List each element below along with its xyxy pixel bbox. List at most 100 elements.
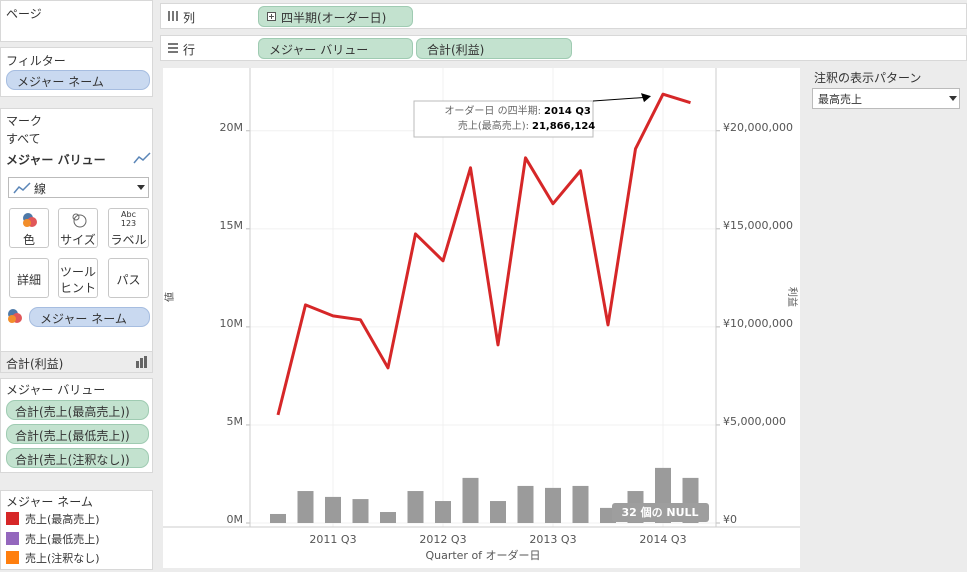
bar: [352, 499, 369, 523]
color-pill[interactable]: メジャー ネーム: [29, 307, 150, 327]
button-text: サイズ: [60, 233, 96, 247]
line: [276, 92, 691, 416]
bar: [270, 513, 286, 523]
measure-pill[interactable]: 合計(売上(最低売上)): [6, 424, 149, 444]
panel-title: 注釈の表示パターン: [814, 71, 922, 85]
pill-text: メジャー ネーム: [40, 312, 127, 326]
null-badge-text: 32 個の NULL: [621, 505, 698, 519]
annotation-dropdown[interactable]: 最高売上: [812, 88, 960, 109]
pill-text: メジャー バリュー: [269, 43, 369, 57]
card-title: メジャー バリュー: [6, 383, 106, 397]
dropdown-text: 線: [34, 182, 47, 196]
button-text: ツール: [59, 265, 96, 279]
expand-icon: [267, 12, 276, 21]
bar-icon: [136, 356, 147, 368]
annotation-value: 21,866,124: [532, 121, 595, 132]
card-title: マーク: [6, 114, 43, 128]
null-badge[interactable]: [612, 503, 709, 522]
bar: [517, 485, 534, 523]
pill-text: 合計(売上(最低売上)): [15, 429, 130, 443]
measure-pill[interactable]: 合計(売上(注釈なし)): [6, 448, 149, 468]
detail-button[interactable]: 詳細: [9, 258, 49, 298]
legend-swatch: [6, 531, 19, 545]
columns-shelf: 列 四半期(オーダー日): [160, 3, 967, 29]
bar: [407, 491, 424, 523]
rows-icon: [168, 43, 178, 53]
x-tick-label: 2014 Q3: [639, 533, 686, 546]
y-axis-title: 値: [163, 292, 176, 302]
pill-text: 四半期(オーダー日): [281, 11, 387, 25]
bar: [545, 487, 561, 523]
pill-text: 合計(利益): [427, 43, 485, 57]
legend-label: 売上(注釈なし): [25, 552, 100, 565]
x-axis-title: Quarter of オーダー日: [425, 548, 540, 562]
y2-tick-label: ¥20,000,000: [723, 121, 793, 134]
card-title: メジャー ネーム: [6, 495, 93, 509]
arrow-head: [641, 93, 651, 103]
legend-swatch: [6, 551, 19, 564]
annotation-panel: 注釈の表示パターン 最高売上: [808, 66, 967, 114]
legend-label: 売上(最高売上): [25, 513, 100, 526]
y-tick-label: 0M: [227, 513, 244, 526]
marks-all[interactable]: すべて: [6, 132, 41, 146]
measure-values-card: メジャー バリュー 合計(売上(最高売上)) 合計(売上(最低売上)) 合計(売上(…: [0, 378, 153, 473]
size-button[interactable]: サイズ: [58, 208, 98, 248]
marks-card: マーク すべて メジャー バリュー 線 色 サイズ Abc 123 ラベル 詳細…: [0, 108, 153, 373]
pill-text: 合計(売上(注釈なし)): [15, 453, 130, 467]
shelf-pill[interactable]: メジャー バリュー: [258, 38, 413, 59]
button-text: ラベル: [110, 233, 147, 247]
columns-icon: [168, 11, 178, 21]
shelf-label: 列: [183, 11, 196, 25]
annotation-key: 売上(最高売上):: [458, 119, 529, 132]
dropdown-arrow: [137, 185, 145, 190]
filter-pill[interactable]: メジャー ネーム: [6, 70, 150, 90]
color-button[interactable]: 色: [9, 208, 49, 248]
color-icon: [23, 213, 37, 227]
y2-tick-label: ¥15,000,000: [723, 219, 793, 232]
bar: [435, 501, 451, 523]
pages-card: ページ: [0, 0, 153, 42]
profit-row[interactable]: 合計(利益): [1, 351, 152, 372]
button-text: パス: [116, 273, 141, 287]
y2-tick-label: ¥5,000,000: [723, 415, 786, 428]
bar: [297, 491, 314, 523]
y2-tick-label: ¥10,000,000: [723, 317, 793, 330]
y-tick-label: 10M: [220, 317, 244, 330]
shelf-pill[interactable]: 合計(利益): [416, 38, 572, 59]
label-icon: Abc: [121, 210, 136, 219]
marks-measure[interactable]: メジャー バリュー: [6, 153, 106, 167]
rows-shelf: 行 メジャー バリュー 合計(利益): [160, 35, 967, 61]
tooltip-button[interactable]: ツール ヒント: [58, 258, 98, 298]
shelf-pill[interactable]: 四半期(オーダー日): [258, 6, 413, 27]
y-tick-label: 5M: [227, 415, 244, 428]
bar: [490, 501, 506, 523]
dropdown-arrow: [949, 96, 957, 101]
mark-type-dropdown[interactable]: 線: [8, 177, 149, 198]
legend-label: 売上(最低売上): [25, 532, 100, 546]
size-icon: [72, 213, 87, 228]
legend-card: メジャー ネーム 売上(最高売上) 売上(最低売上) 売上(注釈なし): [0, 490, 153, 570]
pill-text: 合計(売上(最高売上)): [15, 405, 130, 419]
line-icon: [133, 152, 151, 164]
x-tick-label: 2011 Q3: [309, 533, 356, 546]
y-tick-label: 20M: [220, 121, 244, 134]
annotation-key: オーダー日 の四半期:: [444, 104, 541, 117]
button-text: ヒント: [59, 281, 96, 295]
bar: [462, 477, 479, 523]
y-tick-label: 15M: [220, 219, 244, 232]
button-text: 詳細: [16, 273, 41, 287]
dropdown-text: 最高売上: [818, 93, 862, 106]
card-title: ページ: [6, 7, 42, 21]
measure-pill[interactable]: 合計(売上(最高売上)): [6, 400, 149, 420]
color-icon: [8, 309, 22, 323]
annotation-value: 2014 Q3: [544, 106, 591, 117]
path-button[interactable]: パス: [108, 258, 149, 298]
filters-card: フィルター メジャー ネーム: [0, 47, 153, 97]
legend-swatch: [6, 512, 19, 525]
line-icon: [13, 182, 31, 194]
x-tick-label: 2013 Q3: [529, 533, 576, 546]
label-button[interactable]: Abc 123 ラベル: [108, 208, 149, 248]
x-tick-label: 2012 Q3: [419, 533, 466, 546]
shelf-label: 行: [183, 43, 196, 57]
